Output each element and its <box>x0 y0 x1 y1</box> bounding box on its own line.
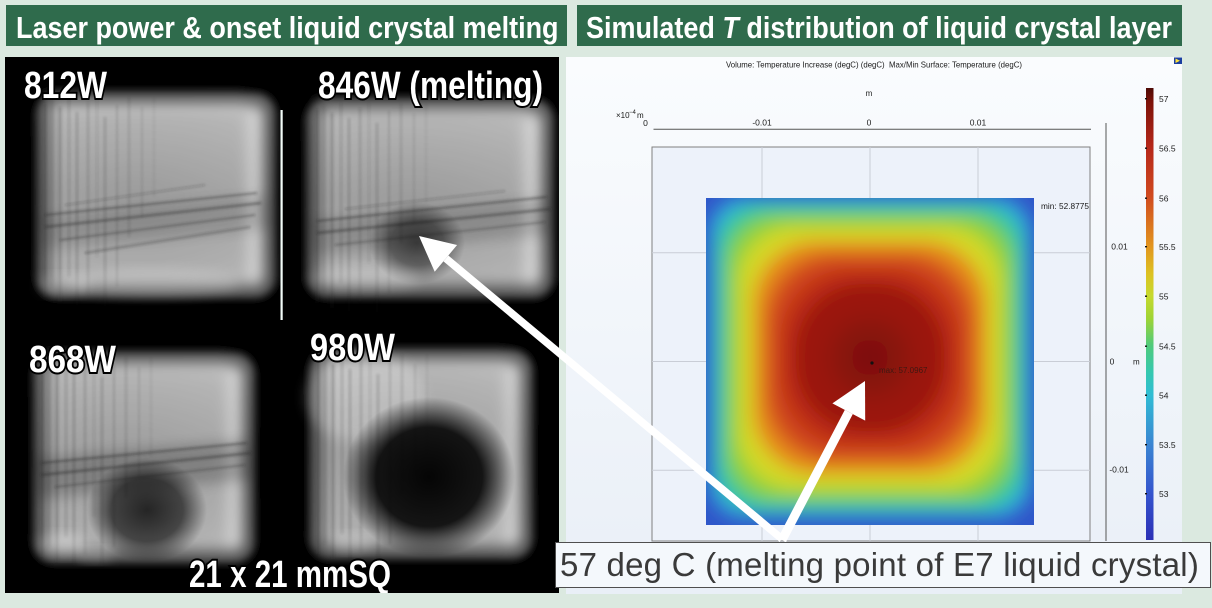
svg-text:-0.01: -0.01 <box>752 118 772 128</box>
svg-text:55: 55 <box>1159 292 1169 302</box>
svg-text:0.01: 0.01 <box>970 118 987 128</box>
svg-text:max: 57.0967: max: 57.0967 <box>879 366 928 375</box>
svg-text:0: 0 <box>643 118 648 128</box>
svg-text:0.01: 0.01 <box>1111 242 1128 252</box>
svg-text:868W: 868W <box>29 339 116 381</box>
svg-text:57: 57 <box>1159 94 1169 104</box>
svg-text:812W: 812W <box>24 65 107 107</box>
svg-text:×10: ×10 <box>616 111 630 120</box>
svg-text:-0.01: -0.01 <box>1109 465 1129 475</box>
svg-text:m: m <box>866 89 873 98</box>
svg-text:55.5: 55.5 <box>1159 242 1176 252</box>
svg-text:54.5: 54.5 <box>1159 342 1176 352</box>
svg-text:56.5: 56.5 <box>1159 144 1176 154</box>
svg-text:−4: −4 <box>629 110 637 116</box>
svg-text:53: 53 <box>1159 489 1169 499</box>
svg-text:21 x 21 mmSQ: 21 x 21 mmSQ <box>189 554 391 593</box>
svg-text:0: 0 <box>867 118 872 128</box>
svg-text:m: m <box>1133 358 1140 367</box>
svg-text:56: 56 <box>1159 194 1169 204</box>
svg-text:846W (melting): 846W (melting) <box>318 65 543 107</box>
svg-text:Volume: Temperature Increase (: Volume: Temperature Increase (degC) (deg… <box>726 60 1022 70</box>
svg-text:min: 52.8775: min: 52.8775 <box>1041 201 1089 211</box>
svg-text:0: 0 <box>1110 357 1115 367</box>
svg-text:980W: 980W <box>310 327 395 369</box>
svg-text:m: m <box>637 111 644 120</box>
svg-text:53.5: 53.5 <box>1159 440 1176 450</box>
svg-text:54: 54 <box>1159 391 1169 401</box>
